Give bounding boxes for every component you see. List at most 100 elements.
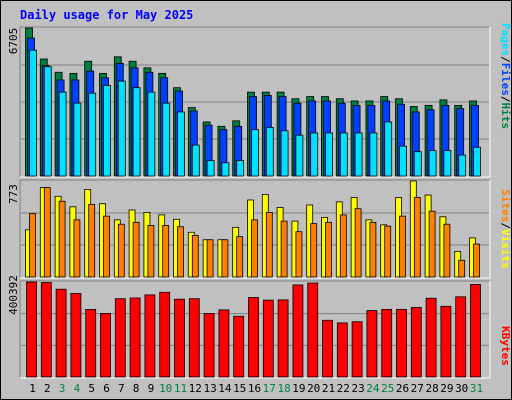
x-tick-label-18: 18 [277,382,290,395]
bar-sites-day-4 [73,219,81,278]
bar-sites-day-3 [58,200,66,278]
chart-title: Daily usage for May 2025 [20,8,193,22]
legend-hits: Hits [499,103,512,130]
x-tick-label-14: 14 [218,382,232,395]
legend-pages: Pages [499,23,512,56]
x-tick-label-11: 11 [174,382,187,395]
x-tick-label-10: 10 [159,382,172,395]
bar-pages-day-14 [221,162,230,177]
visits-panel-legend: Sites/Visits [499,189,512,269]
legend-sites: Sites [499,189,512,222]
bar-kbytes-day-24 [366,310,378,378]
hits-panel-legend: Pages/Files/Hits [499,23,512,129]
bar-pages-day-6 [103,85,111,177]
bar-kbytes-day-28 [425,297,437,378]
legend-separator: / [499,96,512,103]
bar-kbytes-day-17 [262,299,274,378]
bar-pages-day-2 [43,66,52,177]
bar-pages-day-25 [384,121,393,177]
bar-sites-day-19 [295,231,303,278]
visits-panel-ymax-label: 773 [7,184,20,204]
bar-kbytes-day-15 [233,315,245,378]
x-tick-label-21: 21 [322,382,335,395]
bar-sites-day-10 [162,225,170,278]
bar-pages-day-8 [132,87,141,177]
bar-kbytes-day-31 [470,284,481,378]
x-tick-label-24: 24 [366,382,380,395]
bar-kbytes-day-4 [70,293,82,378]
x-tick-label-16: 16 [248,382,261,395]
bar-kbytes-day-22 [336,322,348,378]
bar-sites-day-27 [413,197,421,278]
x-tick-label-3: 3 [59,382,66,395]
x-tick-label-9: 9 [148,382,155,395]
x-tick-label-30: 30 [455,382,468,395]
bar-kbytes-day-6 [100,313,111,378]
bar-sites-day-24 [369,221,377,278]
x-tick-label-8: 8 [133,382,140,395]
bar-kbytes-day-18 [277,299,289,378]
bar-sites-day-16 [251,219,258,278]
bar-pages-day-7 [117,80,126,177]
bar-pages-day-21 [325,132,333,177]
bar-pages-day-5 [88,92,97,177]
x-tick-label-15: 15 [233,382,246,395]
bar-pages-day-19 [295,134,304,177]
bar-kbytes-day-21 [322,319,333,378]
bar-pages-day-29 [443,150,452,177]
x-tick-label-1: 1 [29,382,36,395]
bar-sites-day-1 [29,213,36,278]
bar-sites-day-30 [458,259,466,278]
bar-kbytes-day-5 [85,308,97,378]
x-tick-label-4: 4 [74,382,81,395]
x-tick-label-5: 5 [88,382,95,395]
bar-kbytes-day-1 [26,281,37,378]
bar-sites-day-14 [221,239,229,278]
x-tick-label-26: 26 [396,382,409,395]
bar-kbytes-day-2 [40,282,52,378]
bar-pages-day-16 [251,129,259,177]
bar-kbytes-day-25 [381,308,393,378]
bar-sites-day-22 [339,214,347,278]
bar-pages-day-18 [280,130,289,177]
bar-kbytes-day-16 [248,297,259,378]
bar-sites-day-28 [428,210,436,278]
bar-pages-day-20 [310,132,319,177]
x-tick-label-19: 19 [292,382,305,395]
bar-kbytes-day-19 [292,284,304,378]
x-tick-label-28: 28 [425,382,438,395]
bar-kbytes-day-8 [129,297,141,378]
bar-pages-day-10 [162,102,171,177]
bar-pages-day-27 [413,151,422,177]
bar-pages-day-30 [458,154,467,177]
x-tick-label-22: 22 [337,382,350,395]
bar-kbytes-day-20 [307,282,319,378]
bar-pages-day-24 [369,132,378,177]
bar-pages-day-11 [177,111,185,177]
bar-kbytes-day-10 [159,291,171,378]
bar-kbytes-day-11 [174,298,185,378]
bar-kbytes-day-27 [410,307,422,378]
bar-sites-day-8 [132,221,140,278]
bar-pages-day-23 [354,132,363,177]
x-tick-label-25: 25 [381,382,394,395]
bar-sites-day-2 [43,187,51,278]
bar-sites-day-26 [399,215,406,278]
bar-kbytes-day-3 [55,288,67,378]
x-tick-label-17: 17 [263,382,276,395]
x-tick-label-23: 23 [351,382,364,395]
bar-pages-day-28 [428,150,437,177]
legend-separator: / [499,222,512,229]
x-tick-label-20: 20 [307,382,320,395]
bar-sites-day-18 [280,220,288,278]
bar-pages-day-15 [236,160,245,177]
bar-sites-day-13 [206,239,214,278]
x-tick-label-12: 12 [189,382,202,395]
legend-kbytes: KBytes [499,326,512,366]
bar-sites-day-31 [473,243,480,278]
bar-pages-day-26 [399,145,407,177]
bar-pages-day-22 [339,132,348,177]
bar-sites-day-29 [443,223,451,278]
bar-kbytes-day-7 [114,298,126,378]
